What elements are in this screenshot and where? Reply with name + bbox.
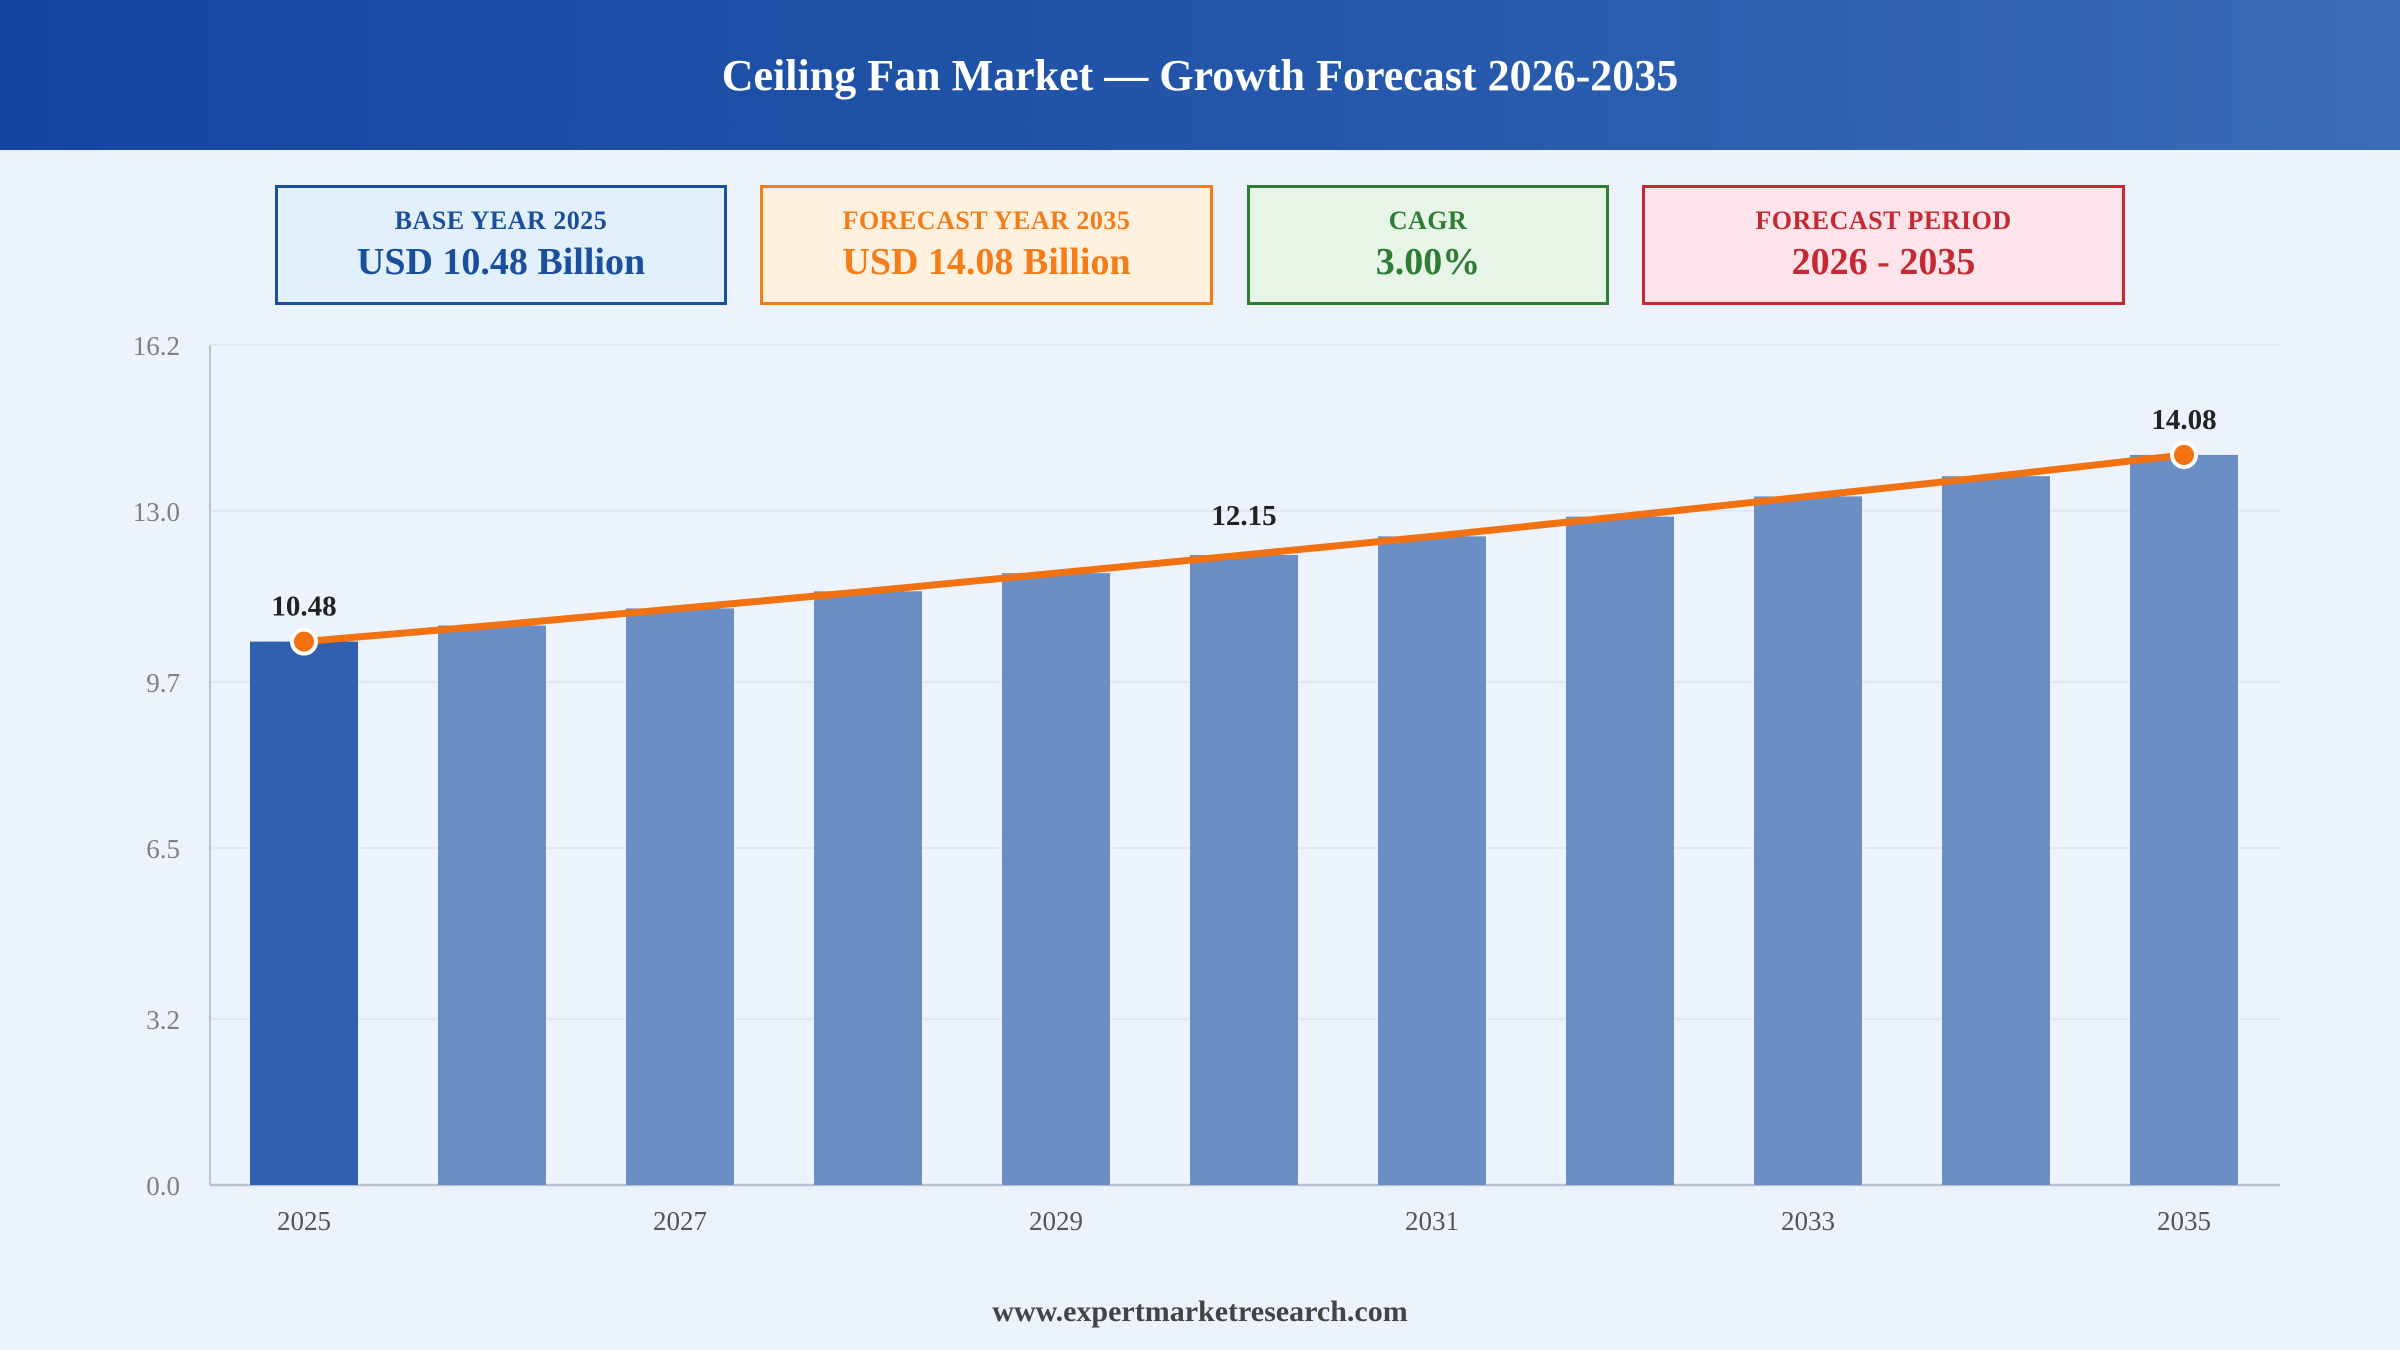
- kpi-forecast-year: FORECAST YEAR 2035 USD 14.08 Billion: [760, 185, 1213, 305]
- data-label-2030: 12.15: [1211, 500, 1276, 532]
- y-tick-label: 13.0: [133, 497, 180, 527]
- bar-2025: [250, 641, 358, 1185]
- trend-line: [300, 451, 2188, 646]
- bar-2026: [438, 625, 546, 1185]
- y-tick-label: 16.2: [133, 331, 180, 361]
- x-tick-label: 2029: [1029, 1206, 1083, 1236]
- kpi-cagr: CAGR 3.00%: [1247, 185, 1609, 305]
- y-tick-label: 9.7: [146, 668, 180, 698]
- x-tick-label: 2027: [653, 1206, 707, 1236]
- kpi-forecast-year-value: USD 14.08 Billion: [842, 241, 1131, 283]
- x-tick-label: 2035: [2157, 1206, 2211, 1236]
- header-banner: Ceiling Fan Market — Growth Forecast 202…: [0, 0, 2400, 150]
- bar-2028: [814, 591, 922, 1185]
- bar-2032: [1566, 516, 1674, 1185]
- bar-2030: [1190, 555, 1298, 1185]
- kpi-forecast-year-label: FORECAST YEAR 2035: [842, 206, 1131, 235]
- x-tick-label: 2031: [1405, 1206, 1459, 1236]
- bar-2027: [626, 608, 734, 1185]
- bar-2034: [1942, 476, 2050, 1185]
- kpi-forecast-period-value: 2026 - 2035: [1791, 241, 1976, 283]
- y-tick-label: 0.0: [146, 1171, 180, 1201]
- kpi-cagr-value: 3.00%: [1375, 241, 1481, 283]
- page-title: Ceiling Fan Market — Growth Forecast 202…: [721, 50, 1679, 100]
- x-tick-label: 2033: [1781, 1206, 1835, 1236]
- footer-url: www.expertmarketresearch.com: [992, 1295, 1408, 1328]
- y-tick-label: 6.5: [146, 834, 180, 864]
- bar-2033: [1754, 496, 1862, 1185]
- y-tick-label: 3.2: [146, 1005, 180, 1035]
- kpi-forecast-period: FORECAST PERIOD 2026 - 2035: [1642, 185, 2125, 305]
- trend-marker-2035: [2170, 440, 2198, 469]
- kpi-base-year-label: BASE YEAR 2025: [394, 206, 608, 235]
- kpi-base-year-value: USD 10.48 Billion: [356, 241, 646, 283]
- data-label-2035: 14.08: [2151, 404, 2216, 436]
- kpi-cagr-label: CAGR: [1388, 206, 1468, 235]
- bar-2029: [1002, 573, 1110, 1185]
- kpi-base-year: BASE YEAR 2025 USD 10.48 Billion: [275, 185, 727, 305]
- bar-2035: [2130, 454, 2238, 1186]
- data-label-2025: 10.48: [271, 591, 336, 623]
- bar-2031: [1378, 536, 1486, 1185]
- x-tick-label: 2025: [277, 1206, 331, 1236]
- kpi-forecast-period-label: FORECAST PERIOD: [1755, 206, 2012, 235]
- trend-marker-2025: [290, 627, 318, 656]
